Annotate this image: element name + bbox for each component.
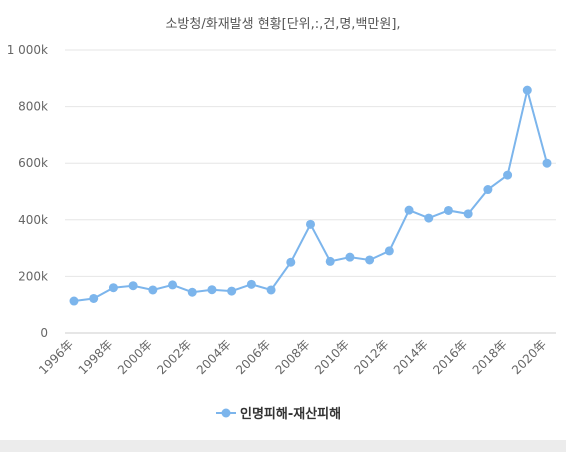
y-axis-tick-labels: 0 200k 400k 600k 800k 1 000k	[7, 43, 48, 340]
data-point[interactable]	[384, 246, 394, 256]
x-tick-label: 2000年	[115, 337, 155, 377]
series-line	[73, 89, 548, 303]
bottom-band	[0, 440, 566, 452]
data-point[interactable]	[89, 293, 99, 303]
data-point[interactable]	[443, 205, 453, 215]
data-point[interactable]	[168, 280, 178, 290]
x-tick-label: 2010年	[312, 337, 352, 377]
data-point[interactable]	[503, 170, 513, 180]
data-point[interactable]	[69, 296, 79, 306]
data-point[interactable]	[207, 285, 217, 295]
data-point[interactable]	[345, 252, 355, 262]
y-tick-label: 200k	[18, 269, 48, 283]
series-group	[69, 85, 552, 306]
x-axis-tick-labels: 1996年 1998年 2000年 2002年 2004年 2006年 2008年 2010年…	[36, 337, 549, 377]
data-point[interactable]	[463, 209, 473, 219]
x-tick-label: 2018年	[470, 337, 510, 377]
x-tick-label: 1996年	[36, 337, 76, 377]
gridlines	[65, 49, 556, 334]
x-tick-label: 2008年	[273, 337, 313, 377]
data-point[interactable]	[148, 285, 158, 295]
data-point[interactable]	[227, 286, 237, 296]
data-point[interactable]	[542, 158, 552, 168]
data-point[interactable]	[365, 255, 375, 265]
x-tick-label: 2014年	[391, 337, 431, 377]
y-tick-label: 0	[40, 326, 48, 340]
data-point[interactable]	[266, 285, 276, 295]
legend-marker	[221, 408, 231, 418]
x-tick-label: 2006年	[233, 337, 273, 377]
data-point[interactable]	[187, 287, 197, 297]
x-tick-label: 2012年	[351, 337, 391, 377]
x-tick-label: 2020年	[509, 337, 549, 377]
data-point[interactable]	[306, 219, 315, 229]
data-point[interactable]	[108, 283, 118, 293]
y-tick-label: 1 000k	[7, 43, 48, 57]
legend[interactable]: 인명피해-재산피해	[216, 406, 341, 422]
legend-label[interactable]: 인명피해-재산피해	[240, 406, 341, 422]
x-tick-label: 2004年	[194, 337, 234, 377]
chart-title: 소방청/화재발생 현황[단위,:,건,명,백만원],	[165, 17, 400, 32]
x-tick-label: 2002年	[154, 337, 194, 377]
y-tick-label: 600k	[18, 156, 48, 170]
data-point[interactable]	[424, 213, 434, 223]
data-point[interactable]	[483, 185, 493, 195]
x-tick-label: 1998年	[76, 337, 116, 377]
data-point[interactable]	[286, 257, 296, 267]
data-point[interactable]	[404, 205, 414, 215]
data-point[interactable]	[246, 279, 256, 289]
data-point[interactable]	[325, 256, 335, 266]
y-tick-label: 400k	[18, 213, 48, 227]
line-chart: 소방청/화재발생 현황[단위,:,건,명,백만원], 0 200k 400k 600k…	[7, 17, 556, 422]
data-point[interactable]	[522, 85, 532, 95]
x-tick-label: 2016年	[430, 337, 470, 377]
y-tick-label: 800k	[18, 100, 48, 114]
data-point[interactable]	[128, 281, 138, 291]
